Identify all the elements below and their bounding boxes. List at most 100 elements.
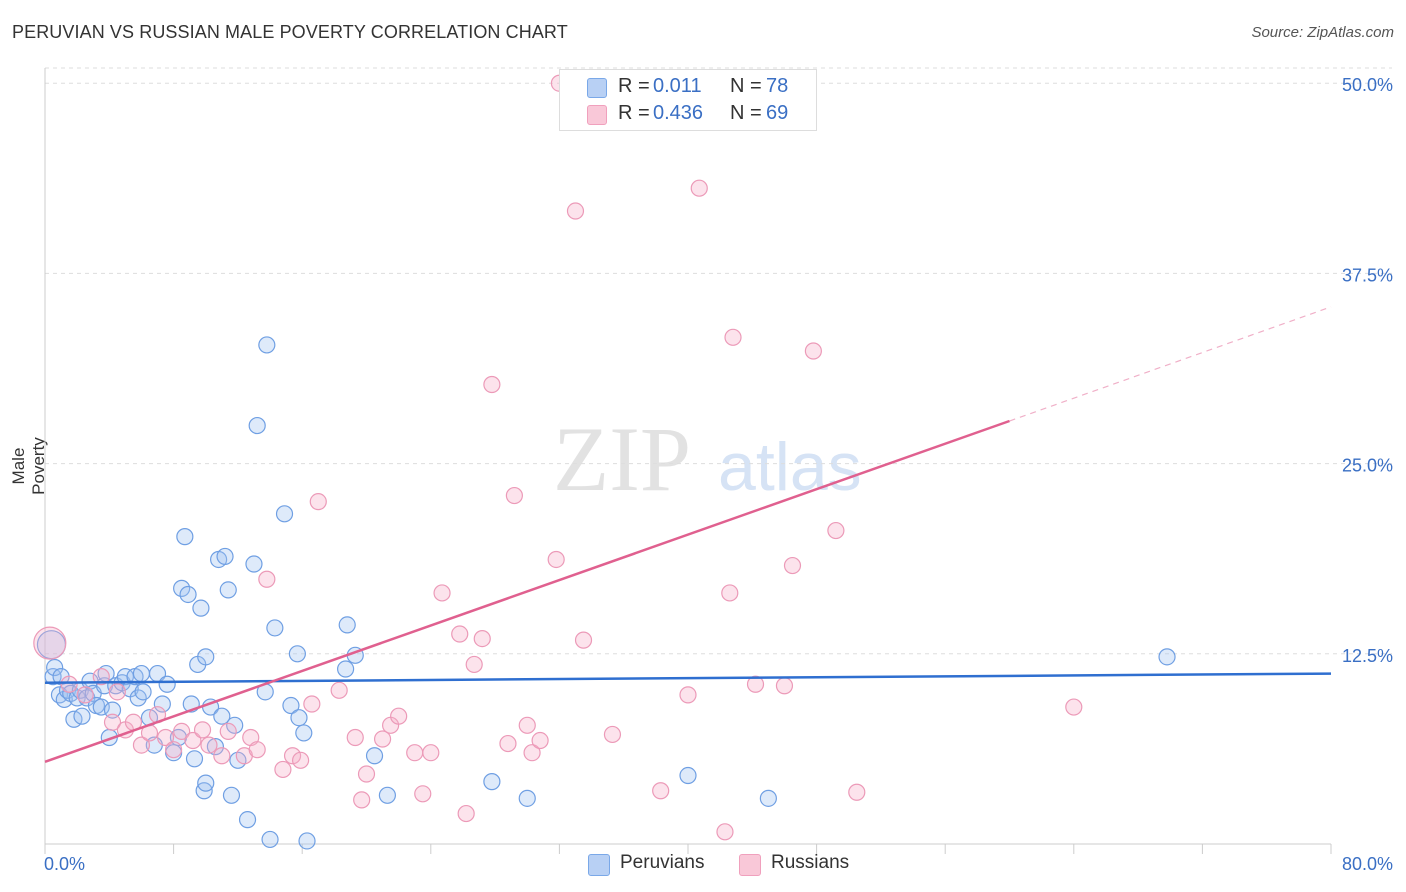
peruvians-point xyxy=(158,675,176,693)
n-label: N = xyxy=(730,102,762,124)
russians-point xyxy=(716,823,734,841)
russians-trend-line xyxy=(44,419,1010,764)
correlation-legend: R = 0.011 N = 78 R = 0.436 N = 69 xyxy=(559,69,817,131)
russians-trend-extension xyxy=(1009,306,1332,422)
russians-point xyxy=(184,731,202,750)
russians-point xyxy=(523,744,541,762)
russians-point xyxy=(291,751,310,769)
russians-point xyxy=(679,686,697,704)
russians-point xyxy=(603,725,622,744)
n-value: 78 xyxy=(766,75,789,97)
peruvians-point xyxy=(337,660,355,678)
peruvians-point xyxy=(298,832,316,850)
russians-point xyxy=(531,731,549,750)
peruvians-point xyxy=(258,336,276,354)
peruvians-point xyxy=(275,505,294,523)
russians-point xyxy=(258,570,276,588)
russians-swatch xyxy=(587,105,607,125)
russians-point xyxy=(248,741,266,759)
russians-swatch xyxy=(739,854,761,876)
russians-point xyxy=(499,734,517,753)
peruvians-point xyxy=(185,750,204,768)
russians-point xyxy=(103,713,122,731)
peruvians-point xyxy=(134,683,152,701)
russians-point xyxy=(465,655,483,674)
russians-point xyxy=(108,683,126,701)
peruvians-point xyxy=(213,707,231,725)
russians-point xyxy=(92,668,110,686)
legend-row-peruvians: R = 0.011 N = 78 xyxy=(560,74,816,100)
russians-point xyxy=(309,493,327,511)
x-tick-label-min: 0.0% xyxy=(44,854,85,874)
peruvians-point xyxy=(179,585,197,604)
peruvians-point xyxy=(55,690,73,709)
peruvians-point xyxy=(759,789,777,807)
russians-point xyxy=(33,626,67,660)
russians-point xyxy=(518,716,536,734)
source-label: Source: ZipAtlas.com xyxy=(1251,24,1394,41)
peruvians-point xyxy=(46,658,64,677)
russians-point xyxy=(775,677,794,695)
russians-point xyxy=(848,783,866,801)
peruvians-point xyxy=(245,555,263,573)
peruvians-point xyxy=(1158,648,1176,666)
russians-point xyxy=(303,695,321,713)
peruvians-point xyxy=(378,786,396,804)
peruvians-point xyxy=(226,716,244,734)
peruvians-point xyxy=(153,695,171,713)
russians-point xyxy=(274,760,292,779)
peruvians-point xyxy=(103,701,122,719)
peruvians-point xyxy=(238,811,257,829)
russians-point xyxy=(213,747,231,765)
russians-point xyxy=(433,584,451,602)
russians-point xyxy=(422,744,440,762)
russians-point xyxy=(414,785,432,803)
n-label: N = xyxy=(730,75,762,97)
legend-label: Russians xyxy=(771,852,850,873)
russians-point xyxy=(652,782,670,800)
chart-title: PERUVIAN VS RUSSIAN MALE POVERTY CORRELA… xyxy=(12,22,568,42)
russians-point xyxy=(804,342,822,360)
peruvians-point xyxy=(483,773,501,791)
y-tick-label: 25.0% xyxy=(1342,456,1393,476)
peruvians-point xyxy=(197,774,215,792)
peruvians-swatch xyxy=(588,854,610,876)
russians-point xyxy=(76,686,94,704)
peruvians-point xyxy=(295,724,313,742)
russians-point xyxy=(156,728,175,747)
r-label: R = xyxy=(618,75,650,97)
peruvians-point xyxy=(266,619,284,637)
peruvians-point xyxy=(192,599,210,617)
peruvians-point xyxy=(73,707,91,725)
y-tick-label: 50.0% xyxy=(1342,75,1393,95)
peruvians-point xyxy=(261,830,279,849)
russians-point xyxy=(574,631,593,649)
x-tick-label-max: 80.0% xyxy=(1342,854,1393,874)
peruvians-point xyxy=(132,664,151,683)
russians-point xyxy=(690,179,708,197)
y-tick-label: 12.5% xyxy=(1342,646,1393,666)
peruvians-point xyxy=(248,416,266,435)
russians-point xyxy=(330,681,348,699)
peruvians-point xyxy=(92,698,110,716)
russians-point xyxy=(724,328,742,346)
russians-point xyxy=(193,721,212,739)
y-tick-label: 37.5% xyxy=(1342,265,1393,285)
russians-point xyxy=(373,730,392,748)
peruvians-point xyxy=(288,645,306,663)
russians-point xyxy=(346,728,364,747)
peruvians-point xyxy=(219,581,237,599)
peruvians-point xyxy=(290,709,308,727)
russians-point xyxy=(547,550,565,569)
legend-row-russians: R = 0.436 N = 69 xyxy=(560,101,816,127)
russians-point xyxy=(783,556,802,575)
russians-point xyxy=(165,741,183,759)
russians-point xyxy=(505,486,523,505)
watermark-zip: ZIP xyxy=(553,408,691,510)
russians-point xyxy=(357,765,376,783)
russians-point xyxy=(473,629,491,648)
russians-point xyxy=(60,675,78,693)
watermark-atlas: atlas xyxy=(718,429,862,505)
r-label: R = xyxy=(618,102,650,124)
russians-point xyxy=(483,375,501,394)
